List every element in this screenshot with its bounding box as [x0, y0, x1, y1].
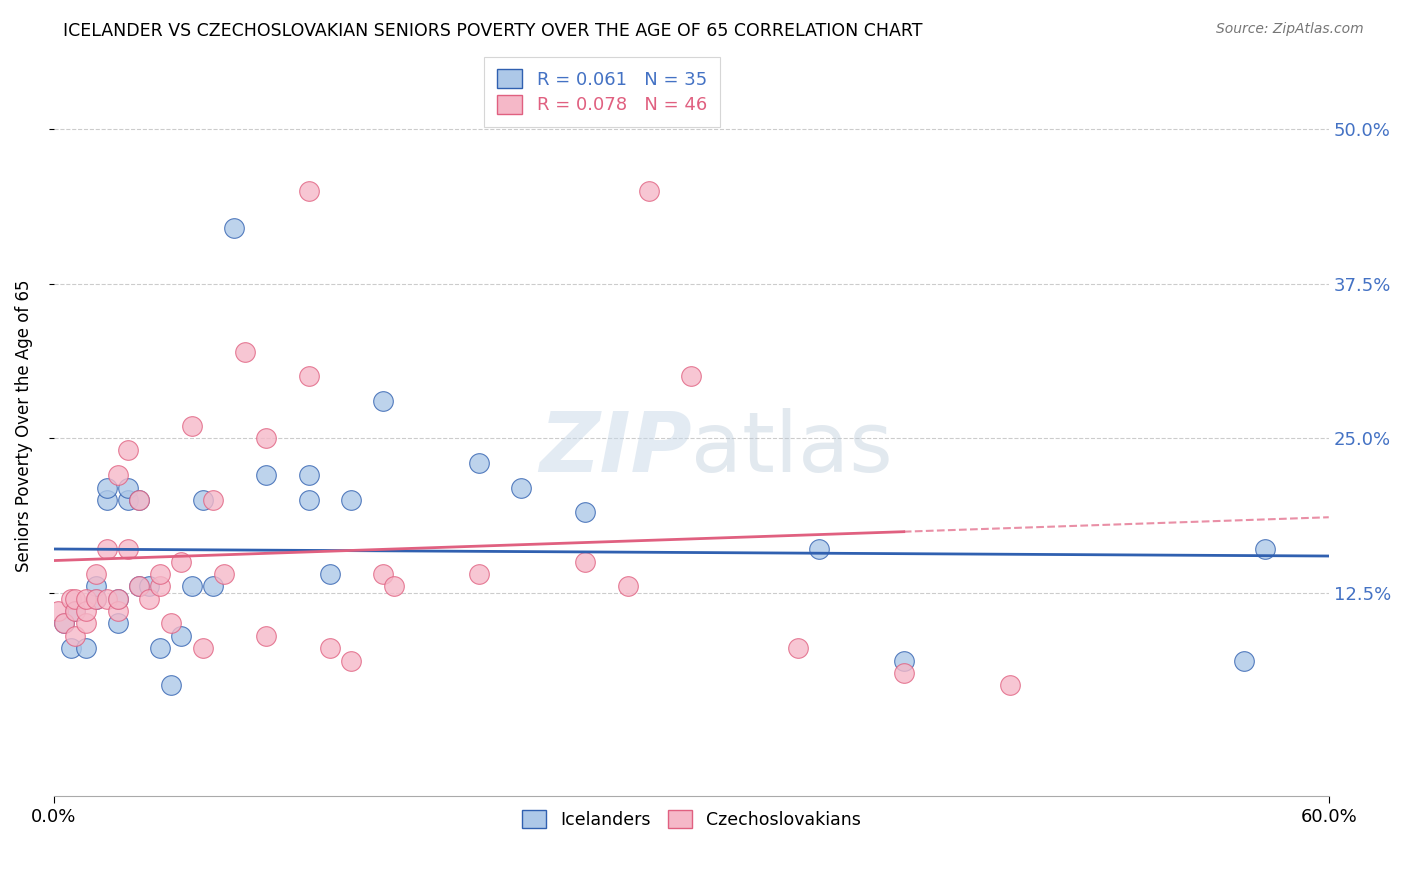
- Point: [468, 456, 491, 470]
- Point: [319, 641, 342, 656]
- Point: [254, 431, 277, 445]
- Point: [170, 555, 193, 569]
- Point: [340, 654, 363, 668]
- Point: [117, 492, 139, 507]
- Point: [138, 591, 160, 606]
- Point: [117, 481, 139, 495]
- Point: [53, 616, 76, 631]
- Point: [159, 678, 181, 692]
- Point: [224, 221, 246, 235]
- Point: [63, 604, 86, 618]
- Point: [107, 591, 129, 606]
- Point: [340, 492, 363, 507]
- Point: [59, 641, 82, 656]
- Point: [86, 591, 108, 606]
- Point: [75, 591, 97, 606]
- Point: [107, 616, 129, 631]
- Point: [298, 492, 321, 507]
- Point: [181, 579, 204, 593]
- Text: ZIP: ZIP: [538, 408, 692, 489]
- Point: [107, 468, 129, 483]
- Point: [382, 579, 405, 593]
- Point: [128, 579, 150, 593]
- Point: [53, 616, 76, 631]
- Point: [138, 579, 160, 593]
- Point: [96, 481, 118, 495]
- Point: [96, 591, 118, 606]
- Point: [616, 579, 638, 593]
- Point: [59, 591, 82, 606]
- Point: [574, 505, 596, 519]
- Point: [998, 678, 1021, 692]
- Point: [149, 567, 172, 582]
- Point: [786, 641, 808, 656]
- Point: [63, 629, 86, 643]
- Point: [681, 369, 703, 384]
- Point: [149, 579, 172, 593]
- Point: [298, 468, 321, 483]
- Point: [233, 344, 256, 359]
- Point: [202, 579, 225, 593]
- Y-axis label: Seniors Poverty Over the Age of 65: Seniors Poverty Over the Age of 65: [15, 279, 32, 572]
- Point: [86, 579, 108, 593]
- Point: [128, 492, 150, 507]
- Point: [254, 629, 277, 643]
- Point: [96, 492, 118, 507]
- Point: [96, 542, 118, 557]
- Text: Source: ZipAtlas.com: Source: ZipAtlas.com: [1216, 22, 1364, 37]
- Point: [298, 184, 321, 198]
- Point: [1254, 542, 1277, 557]
- Point: [510, 481, 533, 495]
- Text: ICELANDER VS CZECHOSLOVAKIAN SENIORS POVERTY OVER THE AGE OF 65 CORRELATION CHAR: ICELANDER VS CZECHOSLOVAKIAN SENIORS POV…: [63, 22, 922, 40]
- Point: [86, 567, 108, 582]
- Point: [117, 443, 139, 458]
- Point: [893, 665, 915, 680]
- Point: [212, 567, 235, 582]
- Point: [637, 184, 659, 198]
- Point: [373, 567, 395, 582]
- Point: [107, 591, 129, 606]
- Point: [807, 542, 830, 557]
- Point: [319, 567, 342, 582]
- Point: [46, 604, 69, 618]
- Point: [298, 369, 321, 384]
- Point: [170, 629, 193, 643]
- Point: [181, 418, 204, 433]
- Point: [373, 394, 395, 409]
- Point: [128, 579, 150, 593]
- Point: [159, 616, 181, 631]
- Point: [75, 604, 97, 618]
- Legend: Icelanders, Czechoslovakians: Icelanders, Czechoslovakians: [515, 804, 868, 836]
- Point: [63, 591, 86, 606]
- Point: [107, 604, 129, 618]
- Point: [75, 616, 97, 631]
- Point: [1233, 654, 1256, 668]
- Point: [63, 604, 86, 618]
- Point: [149, 641, 172, 656]
- Point: [128, 492, 150, 507]
- Point: [75, 641, 97, 656]
- Point: [117, 542, 139, 557]
- Point: [574, 555, 596, 569]
- Point: [191, 492, 214, 507]
- Point: [202, 492, 225, 507]
- Point: [254, 468, 277, 483]
- Point: [86, 591, 108, 606]
- Point: [468, 567, 491, 582]
- Point: [893, 654, 915, 668]
- Text: atlas: atlas: [692, 408, 893, 489]
- Point: [191, 641, 214, 656]
